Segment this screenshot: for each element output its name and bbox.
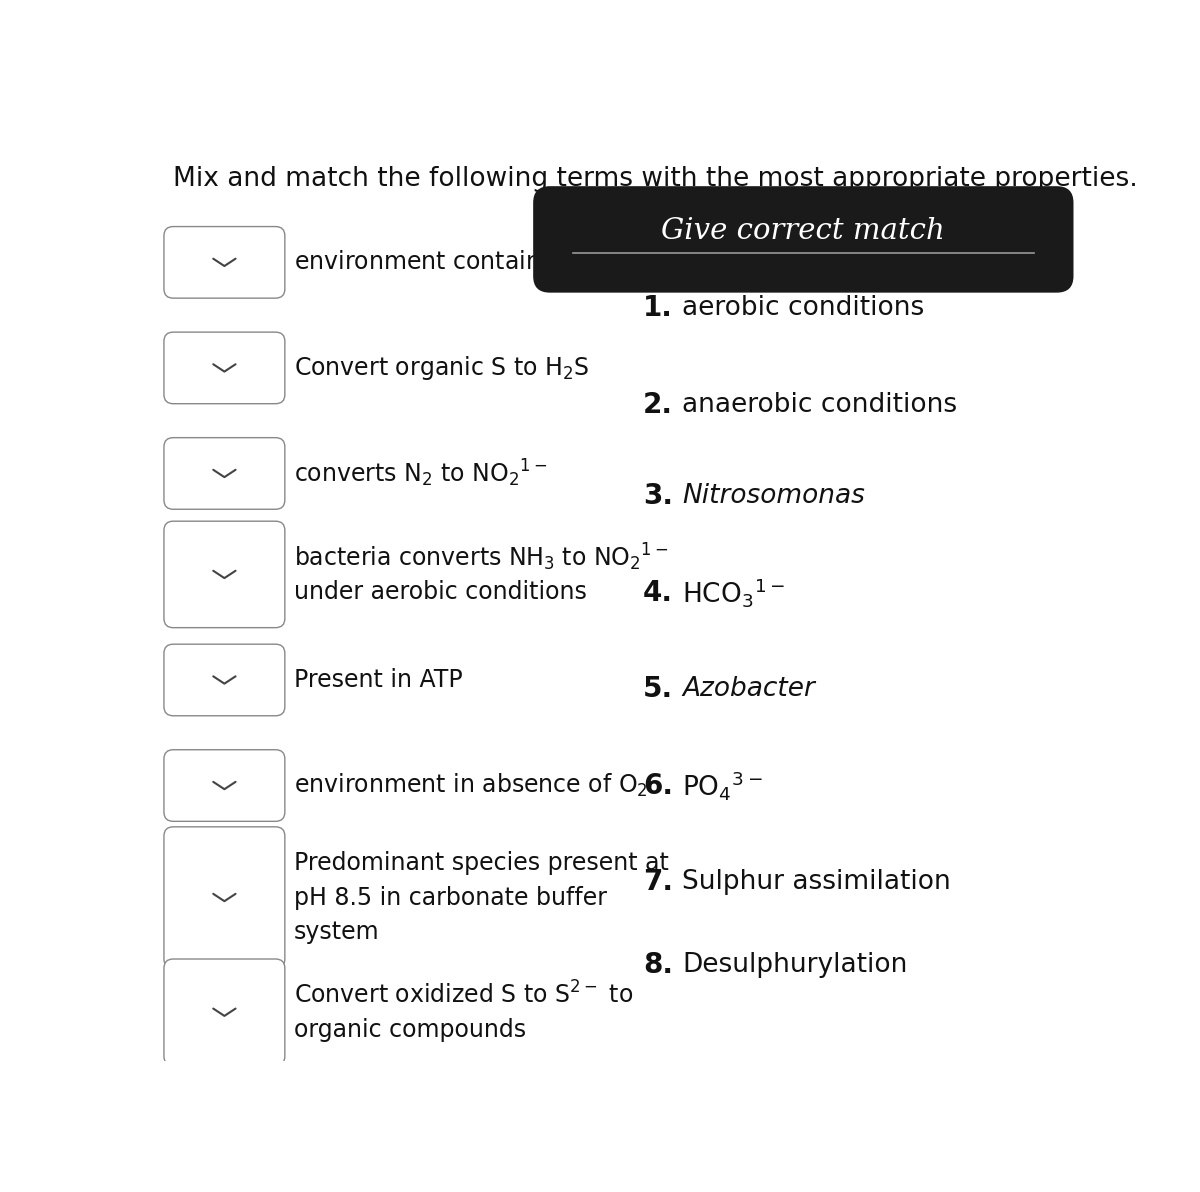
- Text: environment in absence of O$_2$: environment in absence of O$_2$: [294, 772, 648, 799]
- Text: pH 8.5 in carbonate buffer: pH 8.5 in carbonate buffer: [294, 886, 607, 909]
- Text: PO$_4$$^{3-}$: PO$_4$$^{3-}$: [682, 769, 762, 802]
- Text: 2.: 2.: [643, 391, 673, 418]
- Text: Desulphurylation: Desulphurylation: [682, 951, 907, 977]
- Text: Nitrosomonas: Nitrosomonas: [682, 484, 865, 509]
- Text: Convert organic S to H$_2$S: Convert organic S to H$_2$S: [294, 354, 589, 381]
- Text: Give correct match: Give correct match: [661, 217, 946, 244]
- Text: 6.: 6.: [643, 771, 673, 800]
- Text: bacteria converts NH$_3$ to NO$_2$$^{1-}$: bacteria converts NH$_3$ to NO$_2$$^{1-}…: [294, 541, 668, 572]
- Text: Convert oxidized S to S$^{2-}$ to: Convert oxidized S to S$^{2-}$ to: [294, 981, 634, 1008]
- Text: system: system: [294, 920, 379, 944]
- FancyBboxPatch shape: [164, 226, 284, 298]
- Text: Sulphur assimilation: Sulphur assimilation: [682, 869, 950, 895]
- Text: 3.: 3.: [643, 483, 673, 510]
- Text: Present in ATP: Present in ATP: [294, 668, 463, 693]
- FancyBboxPatch shape: [164, 437, 284, 509]
- FancyBboxPatch shape: [533, 186, 1074, 293]
- Text: 8.: 8.: [643, 950, 673, 979]
- FancyBboxPatch shape: [164, 960, 284, 1066]
- Text: organic compounds: organic compounds: [294, 1018, 527, 1042]
- FancyBboxPatch shape: [164, 644, 284, 715]
- Text: 5.: 5.: [643, 675, 673, 703]
- Text: under aerobic conditions: under aerobic conditions: [294, 579, 587, 604]
- Text: 7.: 7.: [643, 868, 673, 896]
- Text: environment containing O$_2$: environment containing O$_2$: [294, 248, 614, 277]
- FancyBboxPatch shape: [164, 521, 284, 628]
- Text: 1.: 1.: [643, 294, 673, 322]
- Text: HCO$_3$$^{1-}$: HCO$_3$$^{1-}$: [682, 576, 785, 609]
- Text: Azobacter: Azobacter: [682, 676, 815, 702]
- FancyBboxPatch shape: [164, 333, 284, 404]
- Text: Predominant species present at: Predominant species present at: [294, 851, 670, 875]
- Text: converts N$_2$ to NO$_2$$^{1-}$: converts N$_2$ to NO$_2$$^{1-}$: [294, 458, 547, 489]
- Text: Mix and match the following terms with the most appropriate properties.: Mix and match the following terms with t…: [173, 166, 1138, 192]
- FancyBboxPatch shape: [164, 827, 284, 968]
- FancyBboxPatch shape: [164, 750, 284, 821]
- Text: 4.: 4.: [643, 579, 673, 607]
- Text: anaerobic conditions: anaerobic conditions: [682, 392, 958, 417]
- Text: aerobic conditions: aerobic conditions: [682, 296, 924, 322]
